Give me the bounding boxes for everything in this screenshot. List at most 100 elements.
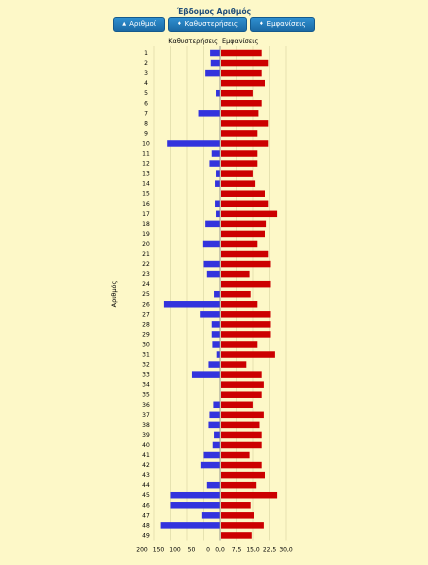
delay-bar: [208, 361, 220, 368]
category-label: 18: [142, 221, 150, 228]
delay-bar: [201, 512, 220, 519]
delay-bar: [214, 290, 220, 298]
category-label: 8: [144, 120, 148, 127]
appearance-bar: [221, 361, 247, 368]
appearance-bar: [221, 280, 271, 288]
appearance-bar: [221, 49, 262, 57]
delay-bar: [170, 491, 220, 499]
sort-toggle-icon: ♦: [259, 21, 264, 27]
category-label: 15: [142, 191, 150, 198]
appearance-bar: [221, 200, 269, 208]
appearance-bar: [221, 471, 265, 479]
category-label: 2: [144, 60, 148, 67]
x-tick-label: 200: [136, 546, 148, 553]
sort-by-appearances-label: Εμφανίσεις: [266, 20, 306, 28]
delay-bar: [209, 160, 220, 167]
appearance-bar: [221, 391, 262, 398]
category-label: 9: [144, 130, 148, 137]
category-label: 11: [142, 151, 150, 158]
delay-bar: [215, 200, 220, 208]
appearance-bar: [221, 59, 269, 67]
delay-bar: [170, 502, 220, 509]
category-label: 21: [142, 251, 150, 258]
appearance-bar: [221, 431, 262, 439]
appearance-bar: [221, 120, 269, 127]
category-label: 22: [142, 261, 150, 268]
category-label: 10: [142, 140, 150, 147]
category-label: 40: [142, 442, 150, 449]
appearance-bar: [221, 260, 271, 268]
appearance-bar: [221, 69, 262, 77]
category-label: 36: [142, 402, 150, 409]
appearance-bar: [221, 401, 253, 409]
appearance-bar: [221, 100, 262, 107]
delay-bar: [209, 411, 220, 419]
delay-bar: [198, 110, 220, 117]
appearance-bar: [221, 451, 250, 459]
delay-bar: [215, 180, 220, 187]
sort-asc-icon: ▲: [122, 21, 127, 27]
sort-toggle-icon: ♦: [177, 21, 182, 27]
x-tick-label: 30,0: [279, 546, 293, 553]
appearance-bar: [221, 301, 258, 308]
appearance-bar: [221, 180, 256, 187]
appearance-bar: [221, 421, 260, 429]
appearance-bar: [221, 130, 258, 137]
appearance-bar: [221, 210, 278, 218]
delay-bar: [200, 311, 220, 318]
sort-by-delays-button[interactable]: ♦ Καθυστερήσεις: [168, 17, 248, 32]
appearance-bar: [221, 220, 267, 228]
chart-title: Έβδομος Αριθμός: [176, 7, 252, 16]
x-tick-label: 100: [169, 546, 181, 553]
appearance-bar: [221, 491, 278, 499]
delay-bar: [212, 441, 220, 449]
category-label: 45: [142, 492, 150, 499]
category-label: 34: [142, 382, 150, 389]
delay-bar: [205, 69, 220, 77]
category-label: 32: [142, 362, 150, 369]
delay-bar: [210, 59, 220, 67]
appearance-bar: [221, 522, 264, 529]
appearance-bar: [221, 351, 275, 358]
delay-bar: [205, 220, 220, 228]
y-axis-label: Αριθμός: [110, 280, 118, 307]
delay-bar: [211, 150, 220, 157]
appearance-bar: [221, 512, 254, 519]
appearance-bar: [221, 250, 269, 258]
category-label: 23: [142, 271, 150, 278]
category-label: 28: [142, 321, 150, 328]
sort-by-number-label: Αριθμοί: [129, 20, 157, 28]
delay-bar: [191, 371, 220, 378]
x-tick-label: 150: [153, 546, 165, 553]
category-label: 35: [142, 392, 150, 399]
delay-bar: [206, 270, 220, 278]
category-label: 17: [142, 211, 150, 218]
delay-bar: [211, 331, 220, 338]
category-label: 29: [142, 331, 150, 338]
category-label: 5: [144, 90, 148, 97]
delay-bar: [214, 431, 220, 439]
appearance-bar: [221, 311, 271, 318]
sort-by-appearances-button[interactable]: ♦ Εμφανίσεις: [250, 17, 315, 32]
appearance-bar: [221, 89, 253, 97]
category-label: 13: [142, 171, 150, 178]
sort-toolbar: ▲ Αριθμοί ♦ Καθυστερήσεις ♦ Εμφανίσεις: [0, 17, 428, 32]
category-label: 1: [144, 50, 148, 57]
appearance-bar: [221, 79, 265, 87]
x-tick-label: 50: [188, 546, 196, 553]
appearance-bar: [221, 230, 265, 238]
category-label: 42: [142, 462, 150, 469]
appearance-bar: [221, 160, 258, 167]
appearance-bar: [221, 140, 269, 147]
sort-by-number-button[interactable]: ▲ Αριθμοί: [113, 17, 166, 32]
appearance-bar: [221, 502, 251, 509]
appearance-bar: [221, 532, 252, 539]
delay-bar: [203, 260, 220, 268]
category-label: 30: [142, 341, 150, 348]
series-header-appearances: Εμφανίσεις: [222, 37, 258, 45]
appearance-bar: [221, 240, 258, 248]
delay-bar: [167, 140, 220, 147]
delay-bar: [203, 451, 220, 459]
delay-bar: [206, 481, 220, 489]
delay-bar: [213, 401, 220, 409]
